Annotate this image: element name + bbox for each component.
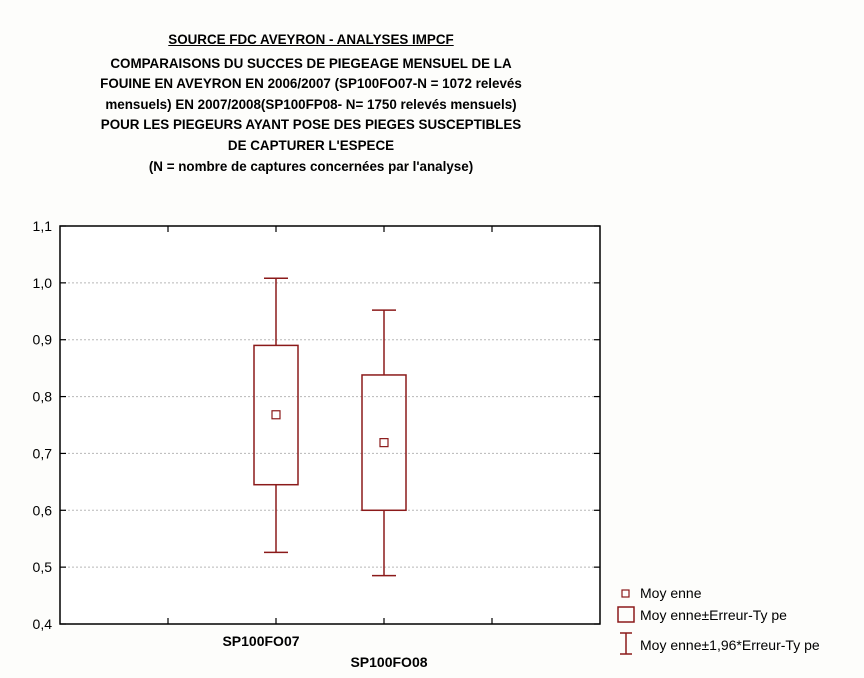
grid-lines <box>60 226 600 624</box>
chart-title: SOURCE FDC AVEYRON - ANALYSES IMPCF COMP… <box>0 30 622 177</box>
title-line-6: DE CAPTURER L'ESPECE <box>227 137 395 153</box>
legend-se-symbol <box>617 606 635 623</box>
title-line-4: mensuels) EN 2007/2008(SP100FP08- N= 175… <box>105 96 517 112</box>
legend-se-label: Moy enne±Erreur-Ty pe <box>640 607 787 623</box>
title-source-line: SOURCE FDC AVEYRON - ANALYSES IMPCF <box>168 32 454 47</box>
y-tick-label: 0,6 <box>33 502 53 518</box>
title-line-5: POUR LES PIEGEURS AYANT POSE DES PIEGES … <box>100 117 522 133</box>
x-category-label: SP100FO07 <box>222 633 299 649</box>
title-line-2: COMPARAISONS DU SUCCES DE PIEGEAGE MENSU… <box>110 55 512 71</box>
y-tick-label: 0,4 <box>33 616 53 632</box>
y-tick-label: 0,7 <box>33 445 53 461</box>
y-tick-label: 0,9 <box>33 332 53 348</box>
axes: 0,4 0,5 0,6 0,7 0,8 0,9 1,0 1,1 SP100FO07 SP100FO… <box>33 218 601 670</box>
y-tick-label: 0,5 <box>33 559 53 575</box>
title-line-7: (N = nombre de captures concernées par l… <box>148 158 474 174</box>
legend-mean-label: Moy enne <box>640 585 702 601</box>
se-box <box>361 374 407 512</box>
mean-marker <box>271 410 281 420</box>
y-tick-label: 1,1 <box>33 218 53 234</box>
title-line-3: FOUINE EN AVEYRON EN 2006/2007 (SP100FO0… <box>100 76 522 92</box>
plot-frame <box>59 225 601 625</box>
y-tick-label: 1,0 <box>33 275 53 291</box>
legend-mean-symbol <box>621 589 630 598</box>
mean-marker <box>379 438 389 448</box>
legend: Moy enne Moy enne±Erreur-Ty pe Moy enne±1,… <box>617 585 820 655</box>
legend-ci-label: Moy enne±1,96*Erreur-Ty pe <box>640 637 820 653</box>
plot-area <box>60 226 600 624</box>
se-box <box>253 344 299 486</box>
x-category-label: SP100FO08 <box>350 654 427 670</box>
y-tick-label: 0,8 <box>33 389 53 405</box>
series-marks <box>253 277 407 577</box>
